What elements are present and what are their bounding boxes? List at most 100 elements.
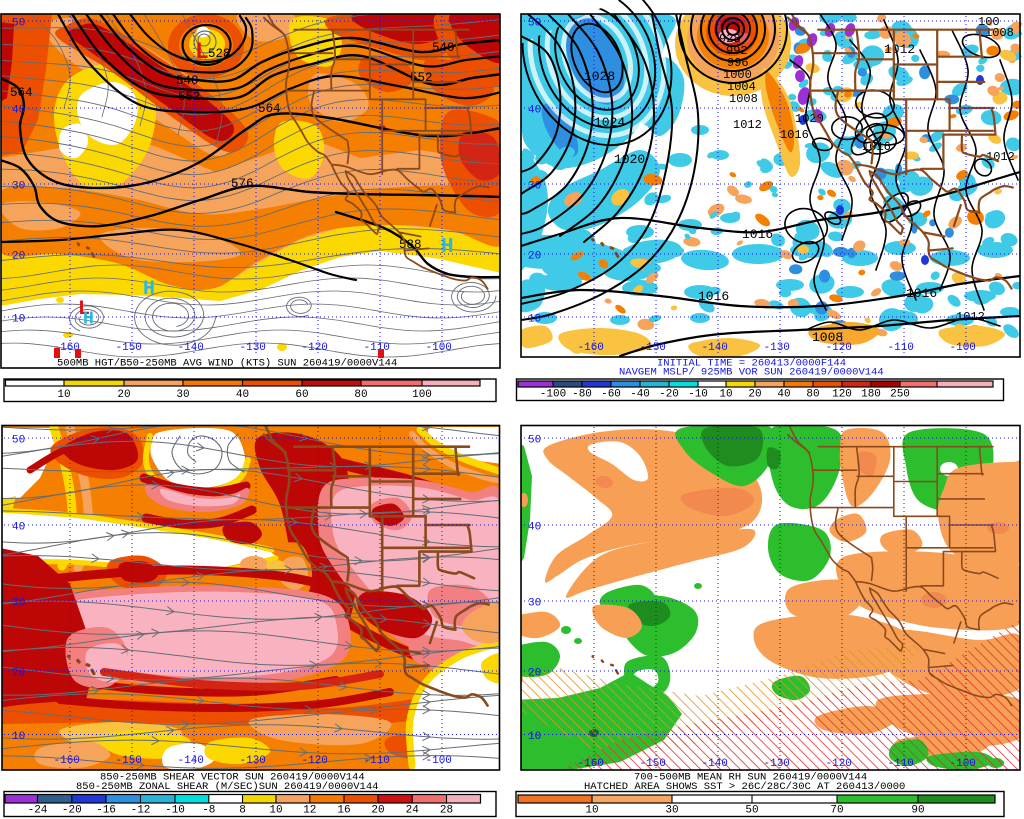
svg-text:1016: 1016	[780, 128, 809, 142]
svg-text:-60: -60	[601, 389, 621, 401]
svg-text:1004: 1004	[727, 80, 756, 94]
svg-text:-120: -120	[826, 342, 852, 354]
svg-text:20: 20	[528, 668, 541, 680]
svg-text:20: 20	[12, 251, 25, 263]
svg-text:HATCHED AREA SHOWS SST > 26C/2: HATCHED AREA SHOWS SST > 26C/28C/30C AT …	[584, 781, 905, 793]
svg-text:40: 40	[528, 105, 541, 117]
svg-text:-80: -80	[572, 389, 592, 401]
svg-text:1012: 1012	[733, 118, 762, 132]
svg-text:528: 528	[208, 47, 231, 61]
svg-text:50: 50	[528, 18, 541, 30]
svg-text:-10: -10	[688, 389, 708, 401]
svg-text:-100: -100	[426, 342, 452, 354]
svg-text:70: 70	[830, 805, 843, 817]
svg-text:10: 10	[12, 314, 25, 326]
svg-text:928: 928	[719, 32, 741, 46]
svg-text:-16: -16	[96, 805, 116, 817]
svg-text:-10: -10	[165, 805, 185, 817]
svg-text:1016: 1016	[742, 227, 773, 242]
svg-text:-24: -24	[28, 805, 48, 817]
svg-text:-120: -120	[302, 342, 328, 354]
svg-text:-140: -140	[702, 758, 728, 770]
svg-text:992: 992	[726, 44, 748, 58]
svg-text:-160: -160	[54, 342, 80, 354]
svg-text:-110: -110	[364, 755, 390, 767]
svg-text:1016: 1016	[862, 140, 891, 154]
svg-text:10: 10	[585, 805, 598, 817]
svg-text:50: 50	[528, 435, 541, 447]
svg-text:-160: -160	[54, 755, 80, 767]
svg-text:50: 50	[12, 18, 25, 30]
svg-text:500MB HGT/B50-250MB AVG WIND (: 500MB HGT/B50-250MB AVG WIND (KTS) SUN 2…	[57, 358, 397, 370]
svg-text:L: L	[78, 298, 90, 321]
svg-text:-150: -150	[116, 342, 142, 354]
svg-text:30: 30	[176, 389, 189, 401]
svg-text:10: 10	[12, 731, 25, 743]
svg-text:1008: 1008	[729, 92, 758, 106]
svg-text:80: 80	[806, 389, 819, 401]
svg-text:80: 80	[354, 389, 367, 401]
svg-text:10: 10	[719, 389, 732, 401]
svg-text:20: 20	[748, 389, 761, 401]
svg-text:1008: 1008	[812, 330, 843, 345]
svg-text:24: 24	[406, 805, 420, 817]
svg-text:564: 564	[258, 102, 281, 116]
svg-text:-120: -120	[826, 758, 852, 770]
svg-text:-130: -130	[764, 342, 790, 354]
svg-text:-110: -110	[364, 342, 390, 354]
svg-text:564: 564	[10, 86, 33, 100]
svg-text:40: 40	[236, 389, 249, 401]
svg-text:20: 20	[117, 389, 130, 401]
svg-text:120: 120	[832, 389, 852, 401]
svg-text:-20: -20	[659, 389, 679, 401]
svg-text:850-250MB ZONAL SHEAR (M/SEC)S: 850-250MB ZONAL SHEAR (M/SEC)SUN 260419/…	[76, 781, 378, 793]
svg-text:30: 30	[528, 598, 541, 610]
svg-text:1016: 1016	[906, 286, 937, 301]
svg-text:552: 552	[178, 90, 201, 104]
svg-text:12: 12	[303, 805, 316, 817]
svg-text:-20: -20	[62, 805, 82, 817]
svg-text:16: 16	[337, 805, 350, 817]
svg-text:-160: -160	[578, 342, 604, 354]
svg-text:1012: 1012	[986, 150, 1015, 164]
svg-text:50: 50	[12, 435, 25, 447]
svg-text:996: 996	[727, 56, 749, 70]
svg-text:-140: -140	[702, 342, 728, 354]
svg-text:1024: 1024	[594, 115, 625, 130]
svg-text:30: 30	[12, 598, 25, 610]
svg-text:-150: -150	[640, 758, 666, 770]
svg-text:-12: -12	[131, 805, 151, 817]
svg-text:20: 20	[12, 668, 25, 680]
svg-text:10: 10	[528, 314, 541, 326]
svg-text:1020: 1020	[614, 152, 645, 167]
svg-text:NAVGEM MSLP/ 925MB VOR SUN 260: NAVGEM MSLP/ 925MB VOR SUN 260419/0000V1…	[619, 367, 884, 379]
svg-text:540: 540	[176, 74, 199, 88]
svg-text:40: 40	[12, 522, 25, 534]
svg-text:100: 100	[412, 389, 432, 401]
svg-text:60: 60	[295, 389, 308, 401]
svg-text:30: 30	[528, 181, 541, 193]
svg-text:-150: -150	[640, 342, 666, 354]
svg-text:700-500MB MEAN RH SUN 260419/0: 700-500MB MEAN RH SUN 260419/0000V144	[634, 772, 867, 784]
svg-text:850-250MB SHEAR VECTOR SUN 260: 850-250MB SHEAR VECTOR SUN 260419/0000V1…	[100, 772, 365, 784]
svg-text:L: L	[195, 39, 209, 65]
svg-text:1000: 1000	[723, 68, 752, 82]
svg-text:-40: -40	[630, 389, 650, 401]
svg-text:1020: 1020	[795, 112, 824, 126]
svg-text:90: 90	[911, 805, 924, 817]
svg-text:-150: -150	[116, 755, 142, 767]
svg-text:40: 40	[777, 389, 790, 401]
svg-text:-100: -100	[950, 758, 976, 770]
svg-text:-140: -140	[178, 342, 204, 354]
svg-text:-160: -160	[578, 758, 604, 770]
svg-text:H: H	[143, 278, 155, 301]
svg-text:250: 250	[890, 389, 910, 401]
svg-text:-100: -100	[950, 342, 976, 354]
svg-text:1012: 1012	[884, 42, 915, 57]
svg-text:-130: -130	[764, 758, 790, 770]
svg-text:1028: 1028	[584, 69, 615, 84]
svg-text:20: 20	[528, 251, 541, 263]
svg-text:-8: -8	[202, 805, 215, 817]
svg-text:-140: -140	[178, 755, 204, 767]
svg-text:1012: 1012	[956, 310, 985, 324]
